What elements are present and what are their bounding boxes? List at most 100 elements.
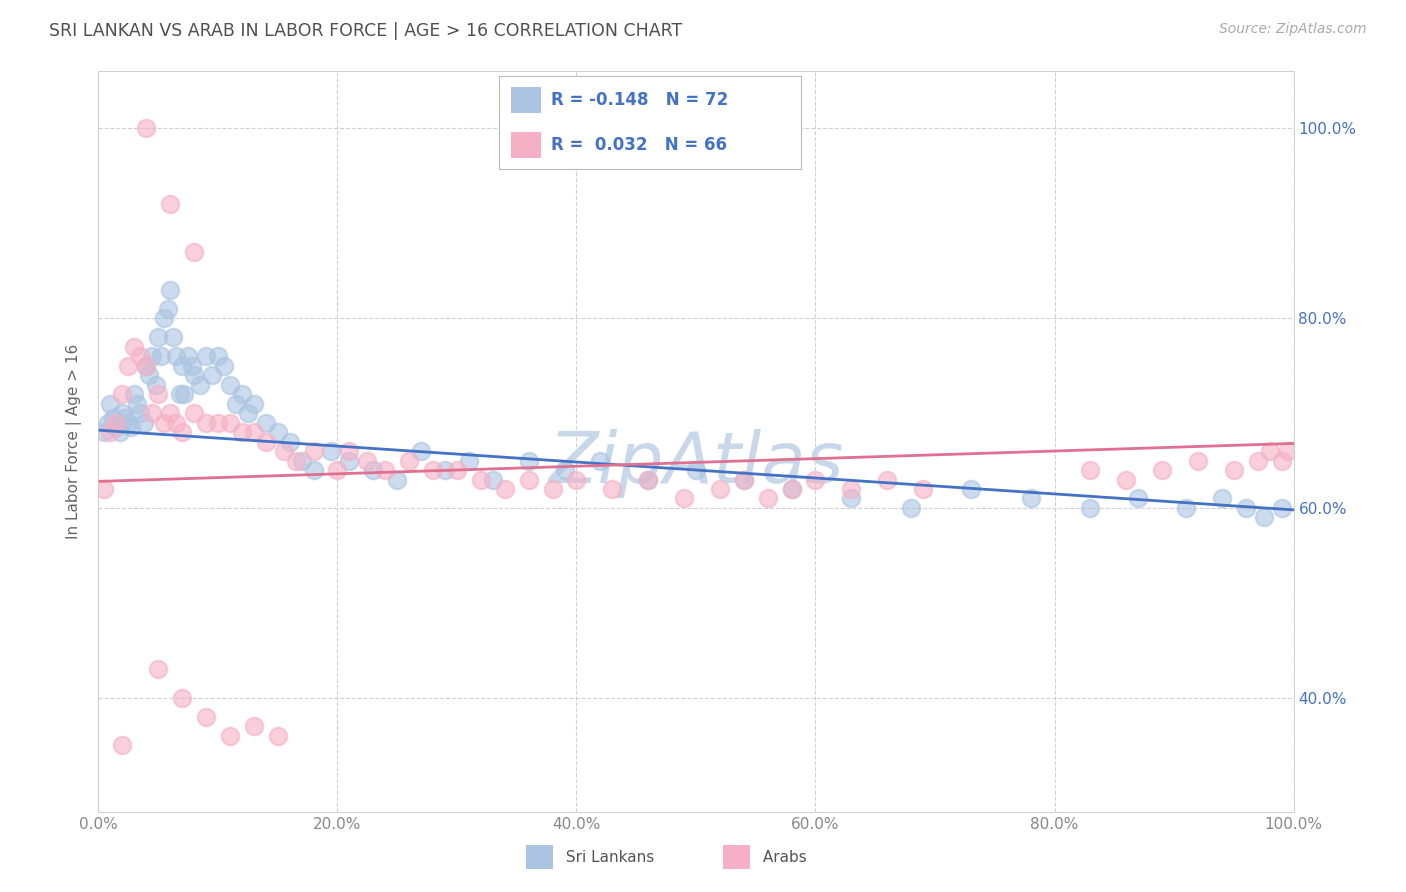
Point: [673, 491, 696, 506]
Text: R = -0.148   N = 72: R = -0.148 N = 72: [551, 91, 728, 109]
Point: [125, 396, 148, 410]
Point: [159, 406, 181, 420]
Point: [589, 453, 612, 467]
Point: [637, 473, 659, 487]
Point: [1128, 491, 1150, 506]
Point: [411, 444, 433, 458]
Point: [321, 444, 343, 458]
Point: [302, 444, 325, 458]
Point: [159, 197, 181, 211]
Point: [254, 434, 277, 449]
Point: [1211, 491, 1233, 506]
Point: [1277, 444, 1299, 458]
Point: [183, 244, 205, 259]
Text: Source: ZipAtlas.com: Source: ZipAtlas.com: [1219, 22, 1367, 37]
Point: [446, 463, 468, 477]
Point: [173, 387, 195, 401]
Text: ZipAtlas: ZipAtlas: [548, 429, 844, 499]
Point: [195, 349, 218, 363]
Point: [172, 690, 194, 705]
Bar: [526, 846, 554, 869]
Point: [172, 425, 194, 439]
Point: [108, 425, 131, 439]
Point: [1223, 463, 1246, 477]
Point: [195, 710, 218, 724]
Point: [602, 482, 624, 496]
Point: [111, 406, 134, 420]
Point: [141, 349, 163, 363]
Point: [1271, 453, 1294, 467]
Point: [153, 416, 176, 430]
Point: [124, 387, 146, 401]
Point: [733, 473, 755, 487]
Point: [363, 463, 385, 477]
Point: [148, 662, 170, 676]
Point: [141, 406, 163, 420]
Bar: [512, 87, 541, 113]
Point: [219, 416, 242, 430]
Point: [517, 453, 540, 467]
Text: R =  0.032   N = 66: R = 0.032 N = 66: [551, 136, 727, 153]
Point: [169, 387, 191, 401]
Point: [129, 349, 152, 363]
Point: [385, 473, 409, 487]
Point: [117, 416, 139, 430]
Point: [93, 425, 115, 439]
Point: [231, 425, 253, 439]
Point: [159, 283, 181, 297]
Point: [356, 453, 378, 467]
Point: [219, 377, 242, 392]
Point: [98, 425, 122, 439]
Point: [911, 482, 934, 496]
Point: [219, 729, 242, 743]
Point: [517, 473, 540, 487]
Point: [156, 301, 179, 316]
Point: [494, 482, 516, 496]
Point: [111, 739, 134, 753]
Point: [120, 420, 142, 434]
Point: [554, 463, 576, 477]
Point: [98, 396, 122, 410]
Point: [273, 444, 295, 458]
Point: [101, 410, 124, 425]
Point: [637, 473, 659, 487]
Point: [1247, 453, 1270, 467]
Point: [780, 482, 803, 496]
Point: [339, 453, 361, 467]
Point: [1080, 500, 1102, 515]
Point: [243, 396, 266, 410]
Point: [93, 482, 115, 496]
Point: [201, 368, 224, 383]
Point: [105, 420, 128, 434]
Point: [326, 463, 349, 477]
Point: [565, 473, 588, 487]
Point: [374, 463, 396, 477]
Point: [1175, 500, 1198, 515]
Point: [804, 473, 827, 487]
Point: [284, 453, 307, 467]
Point: [172, 359, 194, 373]
Point: [188, 377, 211, 392]
Point: [183, 368, 205, 383]
Point: [780, 482, 803, 496]
Point: [1115, 473, 1137, 487]
Point: [165, 349, 187, 363]
Text: Sri Lankans: Sri Lankans: [561, 850, 655, 864]
Point: [212, 359, 235, 373]
Point: [841, 482, 863, 496]
Point: [148, 330, 170, 344]
Point: [1234, 500, 1257, 515]
Bar: [723, 846, 751, 869]
Point: [183, 406, 205, 420]
Point: [117, 359, 139, 373]
Point: [225, 396, 247, 410]
Point: [1019, 491, 1042, 506]
Point: [145, 377, 167, 392]
Point: [195, 416, 218, 430]
Point: [129, 406, 152, 420]
Point: [124, 340, 146, 354]
Point: [960, 482, 983, 496]
Point: [153, 311, 176, 326]
Point: [339, 444, 361, 458]
Point: [1187, 453, 1209, 467]
